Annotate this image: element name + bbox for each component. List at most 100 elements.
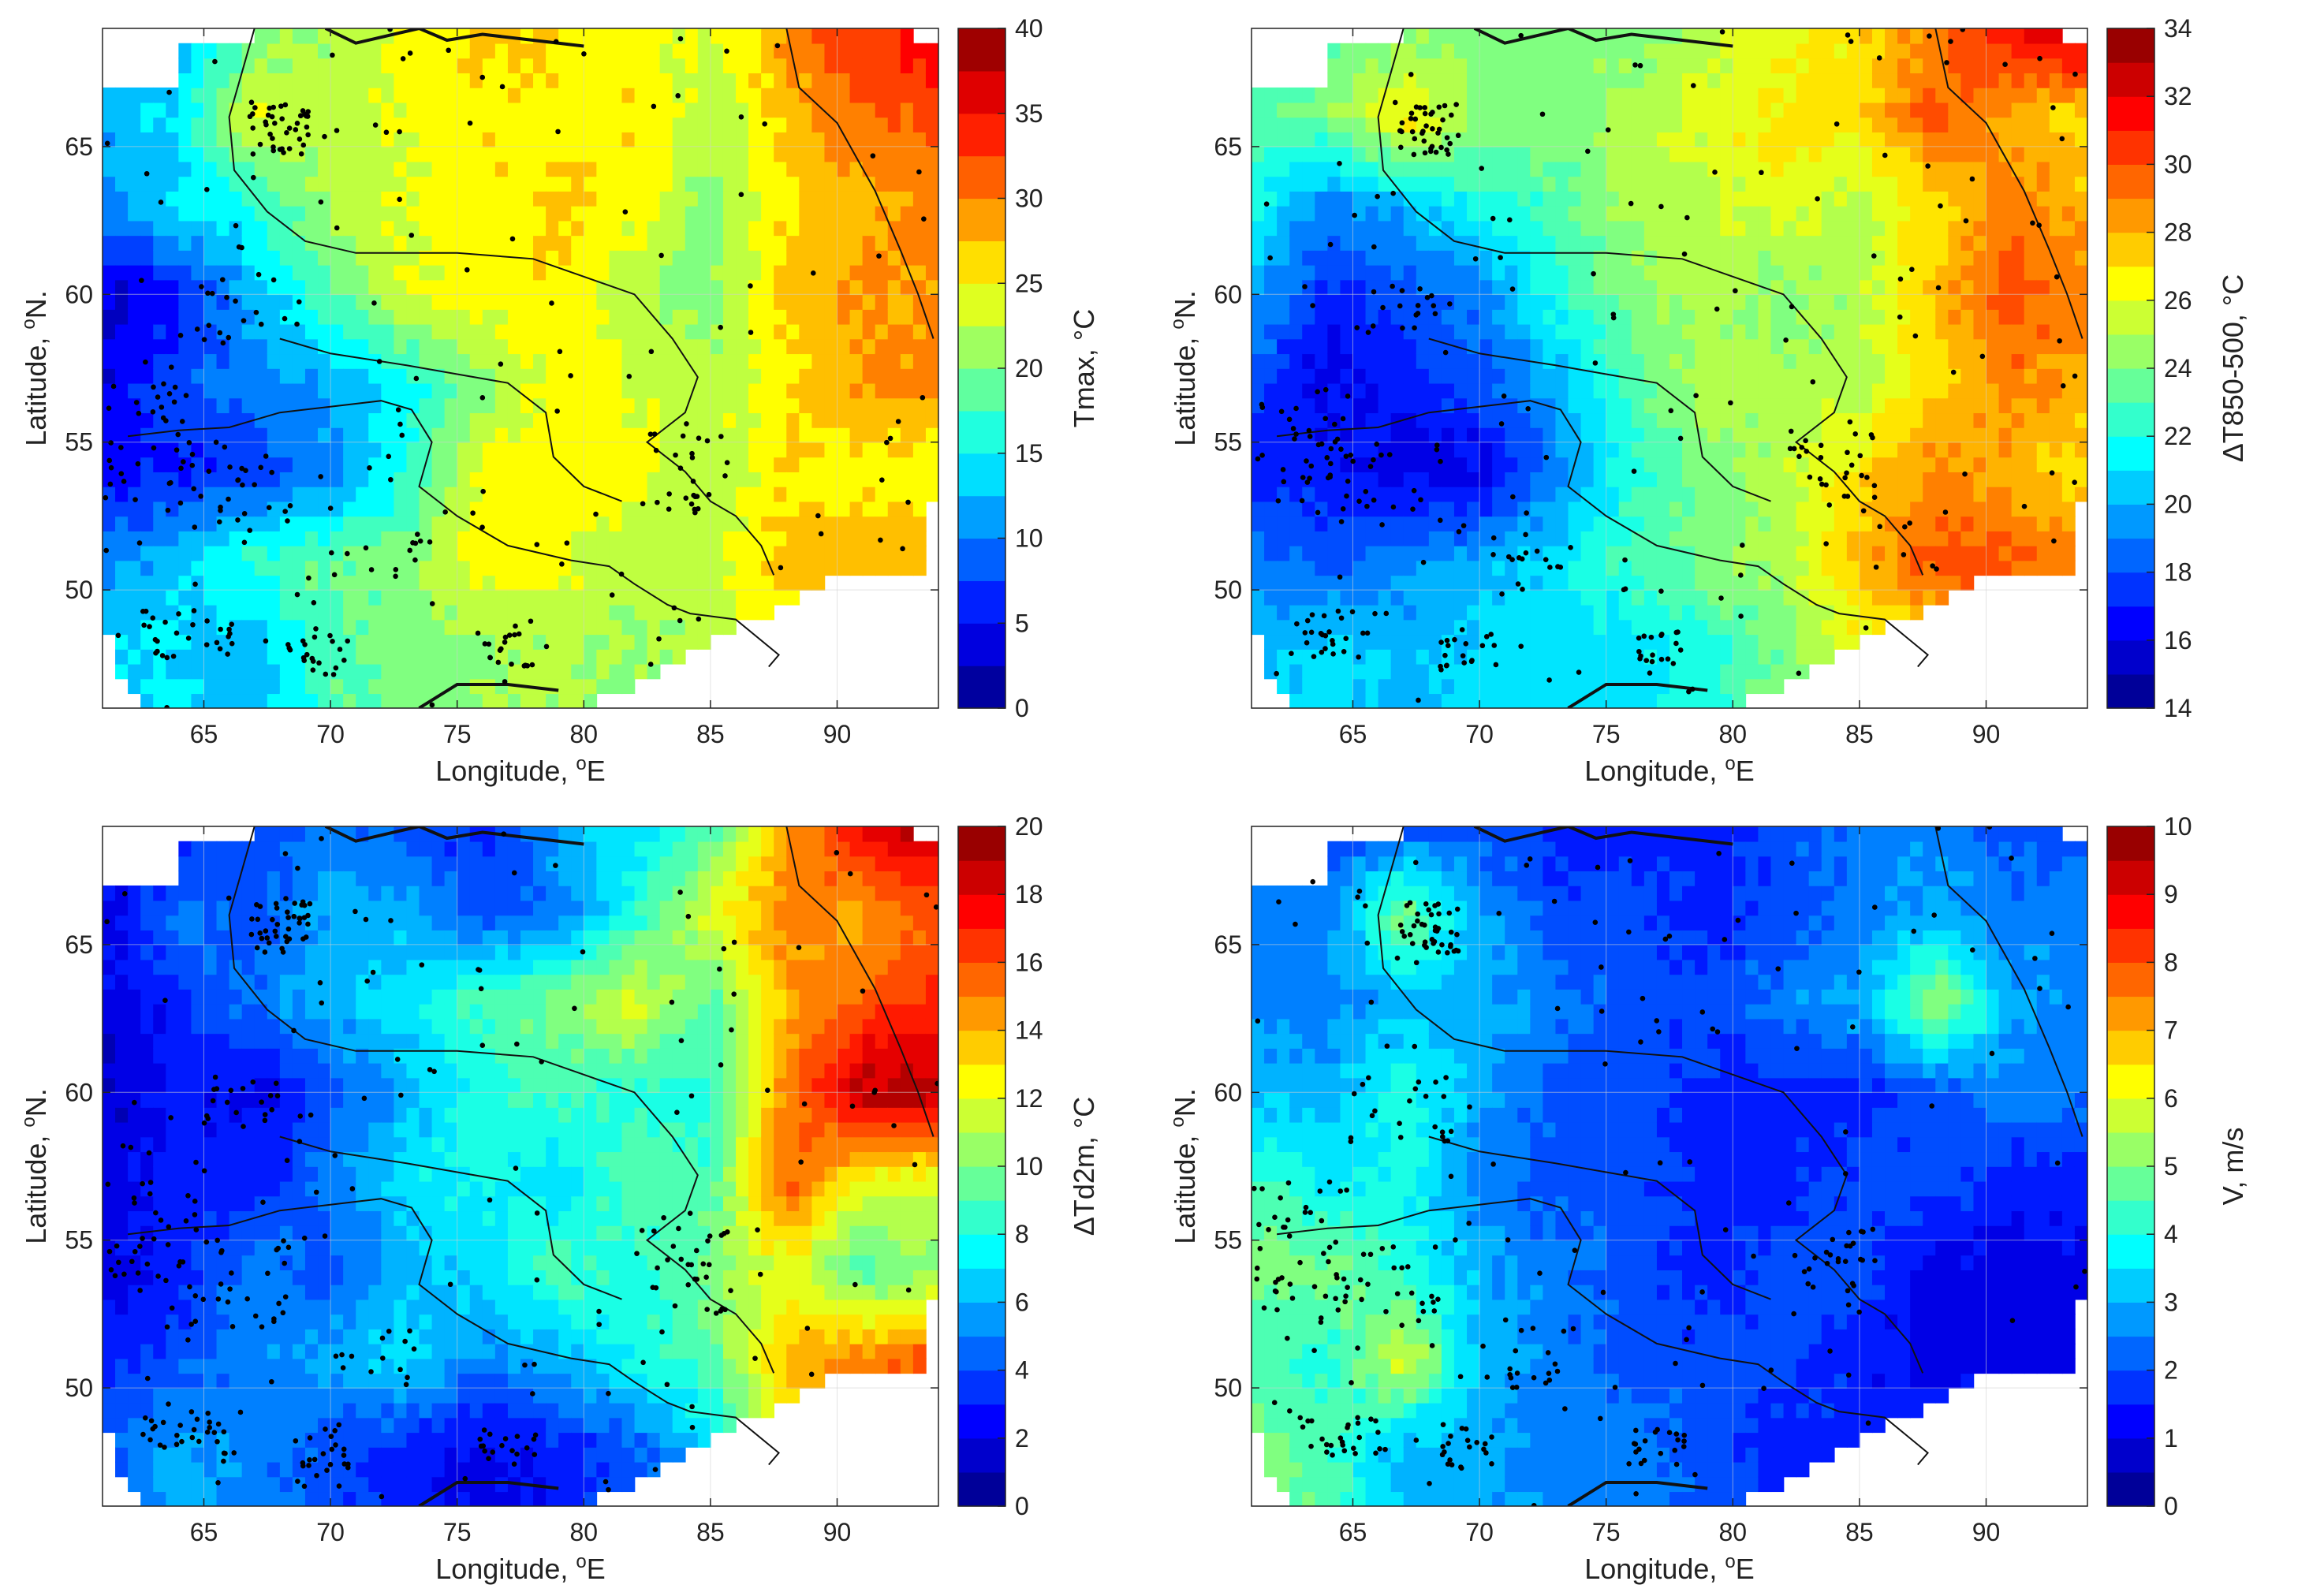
colorbar-tick-label: 10 xyxy=(2164,812,2192,841)
x-tick-label: 85 xyxy=(696,720,725,748)
x-axis-label: Longitude, oE xyxy=(435,753,606,787)
y-tick-label: 65 xyxy=(65,930,93,959)
axes-frame xyxy=(1251,826,2088,1507)
station-dots xyxy=(1252,826,2087,1506)
panel-wind: 65 70 75 80 85 90 50 55 60 65 Longitude, oE Latitud… xyxy=(1149,798,2298,1596)
y-tick-label: 50 xyxy=(1214,1374,1242,1402)
x-tick-label: 75 xyxy=(443,720,472,748)
colorbar-tick-label: 35 xyxy=(1015,99,1043,128)
colorbar-tick-label: 1 xyxy=(2164,1424,2178,1452)
colorbar-tick-label: 15 xyxy=(1015,439,1043,468)
colorbar-tick-label: 0 xyxy=(2164,1492,2178,1520)
panel-dt850500: 65 70 75 80 85 90 50 55 60 65 Longitude, oE Latitud… xyxy=(1149,0,2298,798)
x-tick-label: 65 xyxy=(190,1518,218,1546)
x-tick-label: 75 xyxy=(1592,1518,1621,1546)
colorbar-tick-label: 25 xyxy=(1015,269,1043,297)
x-tick-label: 80 xyxy=(570,1518,599,1546)
colorbar-label: Tmax, °C xyxy=(1068,309,1100,427)
y-tick-label: 60 xyxy=(1214,280,1242,308)
x-tick-label: 90 xyxy=(1972,720,2001,748)
colorbar-tick-label: 30 xyxy=(1015,185,1043,213)
y-tick-label: 55 xyxy=(65,428,93,457)
colorbar-tick-label: 4 xyxy=(1015,1356,1029,1385)
x-tick-label: 90 xyxy=(823,720,852,748)
colorbar-tick-label: 18 xyxy=(2164,558,2192,587)
colorbar-tick-label: 4 xyxy=(2164,1220,2178,1248)
y-axis-label: Latitude, oN. xyxy=(1167,290,1201,446)
colorbar-tick-label: 3 xyxy=(2164,1288,2178,1316)
x-axis-label: Longitude, oE xyxy=(1584,1551,1755,1585)
x-tick-label: 90 xyxy=(823,1518,852,1546)
colorbar-tick-label: 18 xyxy=(1015,880,1043,908)
x-tick-label: 70 xyxy=(1465,720,1494,748)
colorbar-tick-label: 20 xyxy=(1015,354,1043,382)
x-tick-label: 85 xyxy=(696,1518,725,1546)
x-tick-label: 80 xyxy=(1719,1518,1748,1546)
x-tick-label: 65 xyxy=(190,720,218,748)
axes-frame xyxy=(1251,28,2088,709)
x-tick-label: 90 xyxy=(1972,1518,2001,1546)
colorbar-tick-label: 7 xyxy=(2164,1016,2178,1045)
colorbar-tick-label: 10 xyxy=(1015,1152,1043,1180)
colorbar: 0 2 4 6 8 10 12 14 16 18 20 xyxy=(957,812,1043,1520)
colorbar-tick-label: 5 xyxy=(2164,1152,2178,1180)
y-axis-label: Latitude, oN. xyxy=(18,1088,52,1244)
colorbar-tick-label: 24 xyxy=(2164,354,2192,382)
axes-frame xyxy=(102,826,939,1507)
colorbar-label: V, m/s xyxy=(2217,1128,2249,1206)
colorbar: 14 16 18 20 22 24 26 28 30 32 34 xyxy=(2106,14,2192,722)
colorbar-tick-label: 40 xyxy=(1015,14,1043,43)
colorbar-tick-label: 12 xyxy=(1015,1084,1043,1113)
x-tick-label: 80 xyxy=(1719,720,1748,748)
colorbar-tick-label: 14 xyxy=(2164,694,2192,722)
colorbar-tick-label: 20 xyxy=(1015,812,1043,841)
colorbar-tick-label: 22 xyxy=(2164,422,2192,450)
y-tick-label: 55 xyxy=(1214,428,1242,457)
y-tick-label: 50 xyxy=(1214,576,1242,604)
contour-field xyxy=(1252,28,2087,708)
x-axis-label: Longitude, oE xyxy=(1584,753,1755,787)
colorbar-tick-label: 6 xyxy=(1015,1288,1029,1316)
x-axis-label: Longitude, oE xyxy=(435,1551,606,1585)
x-tick-label: 65 xyxy=(1339,720,1367,748)
y-tick-label: 50 xyxy=(65,576,93,604)
y-tick-label: 55 xyxy=(1214,1226,1242,1255)
station-dots xyxy=(103,28,927,708)
x-tick-label: 70 xyxy=(316,1518,345,1546)
colorbar-tick-label: 2 xyxy=(2164,1356,2178,1385)
y-tick-label: 60 xyxy=(1214,1078,1242,1106)
station-dots xyxy=(104,831,938,1500)
y-tick-label: 65 xyxy=(1214,930,1242,959)
y-tick-label: 55 xyxy=(65,1226,93,1255)
colorbar-tick-label: 10 xyxy=(1015,524,1043,553)
colorbar-tick-label: 14 xyxy=(1015,1016,1043,1045)
panel-tmax: 65 70 75 80 85 90 50 55 60 65 Longitude, oE Latitud… xyxy=(0,0,1149,798)
colorbar-tick-label: 5 xyxy=(1015,609,1029,637)
x-tick-label: 70 xyxy=(1465,1518,1494,1546)
colorbar-label: ΔT850-500, °C xyxy=(2217,274,2249,463)
colorbar-tick-label: 30 xyxy=(2164,150,2192,178)
colorbar-tick-label: 8 xyxy=(2164,948,2178,976)
x-tick-label: 85 xyxy=(1845,1518,1874,1546)
colorbar-tick-label: 9 xyxy=(2164,880,2178,908)
contour-field xyxy=(1252,826,2087,1506)
colorbar-tick-label: 32 xyxy=(2164,82,2192,110)
x-tick-label: 65 xyxy=(1339,1518,1367,1546)
colorbar-tick-label: 20 xyxy=(2164,490,2192,518)
colorbar: 0 1 2 3 4 5 6 7 8 9 10 xyxy=(2106,812,2192,1520)
station-dots xyxy=(1255,28,2078,703)
x-tick-label: 85 xyxy=(1845,720,1874,748)
y-tick-label: 65 xyxy=(65,132,93,161)
contour-field xyxy=(103,826,938,1506)
y-tick-label: 50 xyxy=(65,1374,93,1402)
axes-frame xyxy=(102,28,939,709)
x-tick-label: 75 xyxy=(443,1518,472,1546)
y-axis-label: Latitude, oN. xyxy=(18,290,52,446)
contour-field xyxy=(103,28,938,708)
y-tick-label: 65 xyxy=(1214,132,1242,161)
colorbar-tick-label: 34 xyxy=(2164,14,2192,43)
colorbar-tick-label: 8 xyxy=(1015,1220,1029,1248)
x-tick-label: 80 xyxy=(570,720,599,748)
